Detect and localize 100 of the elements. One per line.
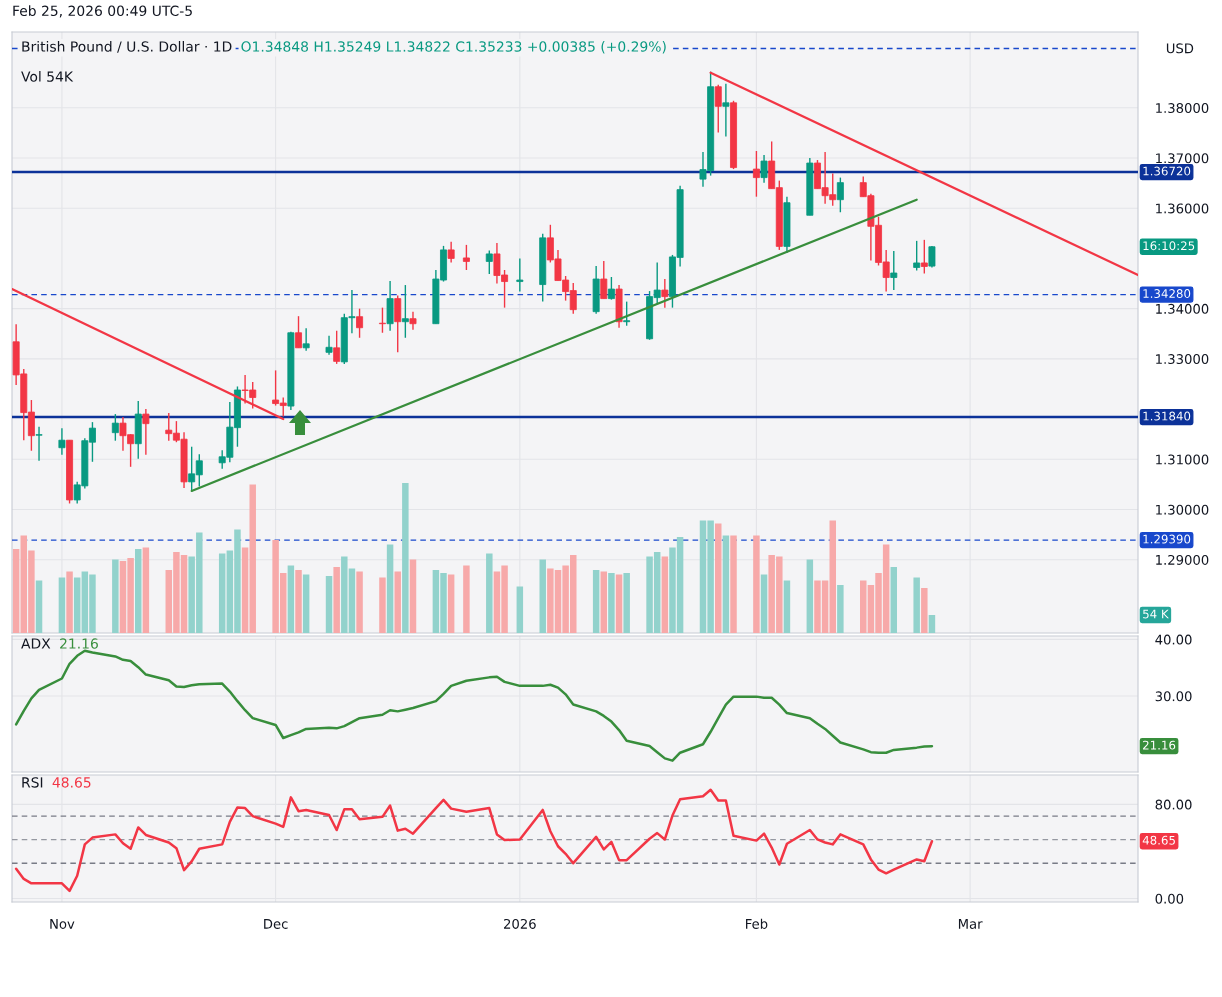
- candlestick: [623, 300, 631, 327]
- candlestick: [409, 310, 417, 331]
- bar: [753, 535, 760, 633]
- candlestick: [325, 335, 333, 356]
- bar: [623, 573, 630, 633]
- candlestick: [752, 150, 760, 198]
- annotation: O1.34848 H1.35249 L1.34822 C1.35233 +0.00385 (+0.29%): [241, 41, 666, 54]
- bar: [615, 574, 623, 633]
- candlestick: [722, 83, 730, 138]
- candlestick: [333, 330, 341, 365]
- bar: [402, 483, 409, 633]
- bar: [921, 588, 928, 633]
- text: 54 K: [1143, 609, 1169, 619]
- y-tick-label: 1.33000: [1156, 354, 1209, 365]
- y-tick-label: 1.37000: [1156, 153, 1209, 164]
- bar: [356, 571, 363, 633]
- candlestick: [111, 413, 119, 442]
- bar: [516, 586, 524, 633]
- text: Feb 25, 2026 00:49 UTC-5: [13, 5, 192, 18]
- ref-line-label: 1.31840: [1143, 411, 1191, 421]
- bar: [135, 549, 142, 633]
- bar: [66, 571, 73, 633]
- bar: [386, 544, 394, 633]
- text: USD: [1166, 43, 1194, 54]
- y-tick-label: 1.29000: [1156, 554, 1209, 565]
- bar: [837, 585, 844, 633]
- bar: [760, 574, 768, 633]
- ref-line-label: 1.29390: [1143, 534, 1191, 544]
- y-tick-label: 1.38000: [1156, 103, 1209, 114]
- ref-line-label: 1.34280: [1143, 289, 1191, 299]
- bar: [715, 523, 722, 633]
- text: 48.65: [1142, 835, 1175, 845]
- chart-title: ADX: [21, 638, 51, 649]
- bar: [730, 535, 737, 633]
- bar: [325, 576, 333, 633]
- bar: [592, 570, 600, 633]
- y-tick-label: 1.30000: [1156, 504, 1209, 515]
- bar: [608, 573, 615, 633]
- annotation: 48.65: [52, 777, 91, 788]
- candlestick: [295, 315, 302, 349]
- candlestick: [920, 239, 928, 275]
- x-tick-label: Dec: [264, 919, 288, 929]
- bar: [302, 574, 310, 633]
- candlestick: [462, 244, 470, 271]
- candlestick: [836, 176, 844, 213]
- bar: [287, 565, 295, 633]
- bar: [783, 580, 791, 633]
- candlestick: [394, 294, 402, 354]
- bar: [35, 580, 43, 633]
- candlestick: [485, 249, 493, 275]
- x-tick-label: Mar: [958, 919, 983, 929]
- bar: [486, 553, 493, 633]
- bar: [661, 556, 669, 633]
- candlestick: [607, 276, 615, 301]
- bar: [58, 577, 66, 633]
- candlestick: [401, 284, 409, 339]
- x-tick-label: Nov: [50, 919, 75, 929]
- candlestick: [58, 427, 66, 456]
- text: 21.16: [1143, 740, 1176, 750]
- candlestick: [661, 278, 669, 309]
- candlestick: [913, 240, 921, 272]
- annotation: 21.16: [60, 638, 98, 649]
- bar: [463, 565, 470, 633]
- text: British Pound / U.S. Dollar · 1D: [22, 41, 232, 53]
- bar: [142, 547, 150, 633]
- bar: [394, 571, 401, 633]
- bar: [409, 559, 417, 633]
- bar: [379, 577, 386, 633]
- candlestick: [35, 425, 43, 462]
- text: 16:10:25: [1143, 241, 1195, 251]
- text: Vol 54K: [21, 71, 74, 82]
- x-tick-label: 2026: [504, 918, 536, 929]
- candlestick: [890, 250, 898, 291]
- y-tick-label: 30.00: [1155, 691, 1192, 702]
- bar: [12, 549, 20, 633]
- y-tick-label: 1.31000: [1156, 454, 1209, 465]
- y-tick-label: 40.00: [1155, 634, 1192, 645]
- chart-title: RSI: [22, 777, 43, 788]
- bar: [218, 553, 226, 633]
- bar: [928, 615, 936, 633]
- candlestick: [516, 257, 524, 293]
- candlestick: [447, 241, 455, 264]
- candlestick: [356, 307, 364, 339]
- bar: [295, 570, 302, 633]
- bar: [539, 559, 546, 633]
- bar: [806, 559, 814, 633]
- bar: [600, 571, 608, 633]
- candlestick: [714, 84, 722, 134]
- bar: [447, 574, 455, 633]
- bar: [722, 535, 730, 633]
- ref-line-label: 1.36720: [1143, 166, 1191, 176]
- y-tick-label: 1.34000: [1156, 303, 1209, 314]
- candlestick: [600, 260, 608, 300]
- y-tick-label: 80.00: [1155, 799, 1192, 810]
- bar: [890, 567, 898, 633]
- candlestick: [142, 408, 150, 456]
- candlestick: [302, 327, 310, 352]
- y-tick-label: 0.00: [1155, 893, 1184, 904]
- line-series: [14, 649, 934, 762]
- x-tick-label: Feb: [746, 918, 768, 929]
